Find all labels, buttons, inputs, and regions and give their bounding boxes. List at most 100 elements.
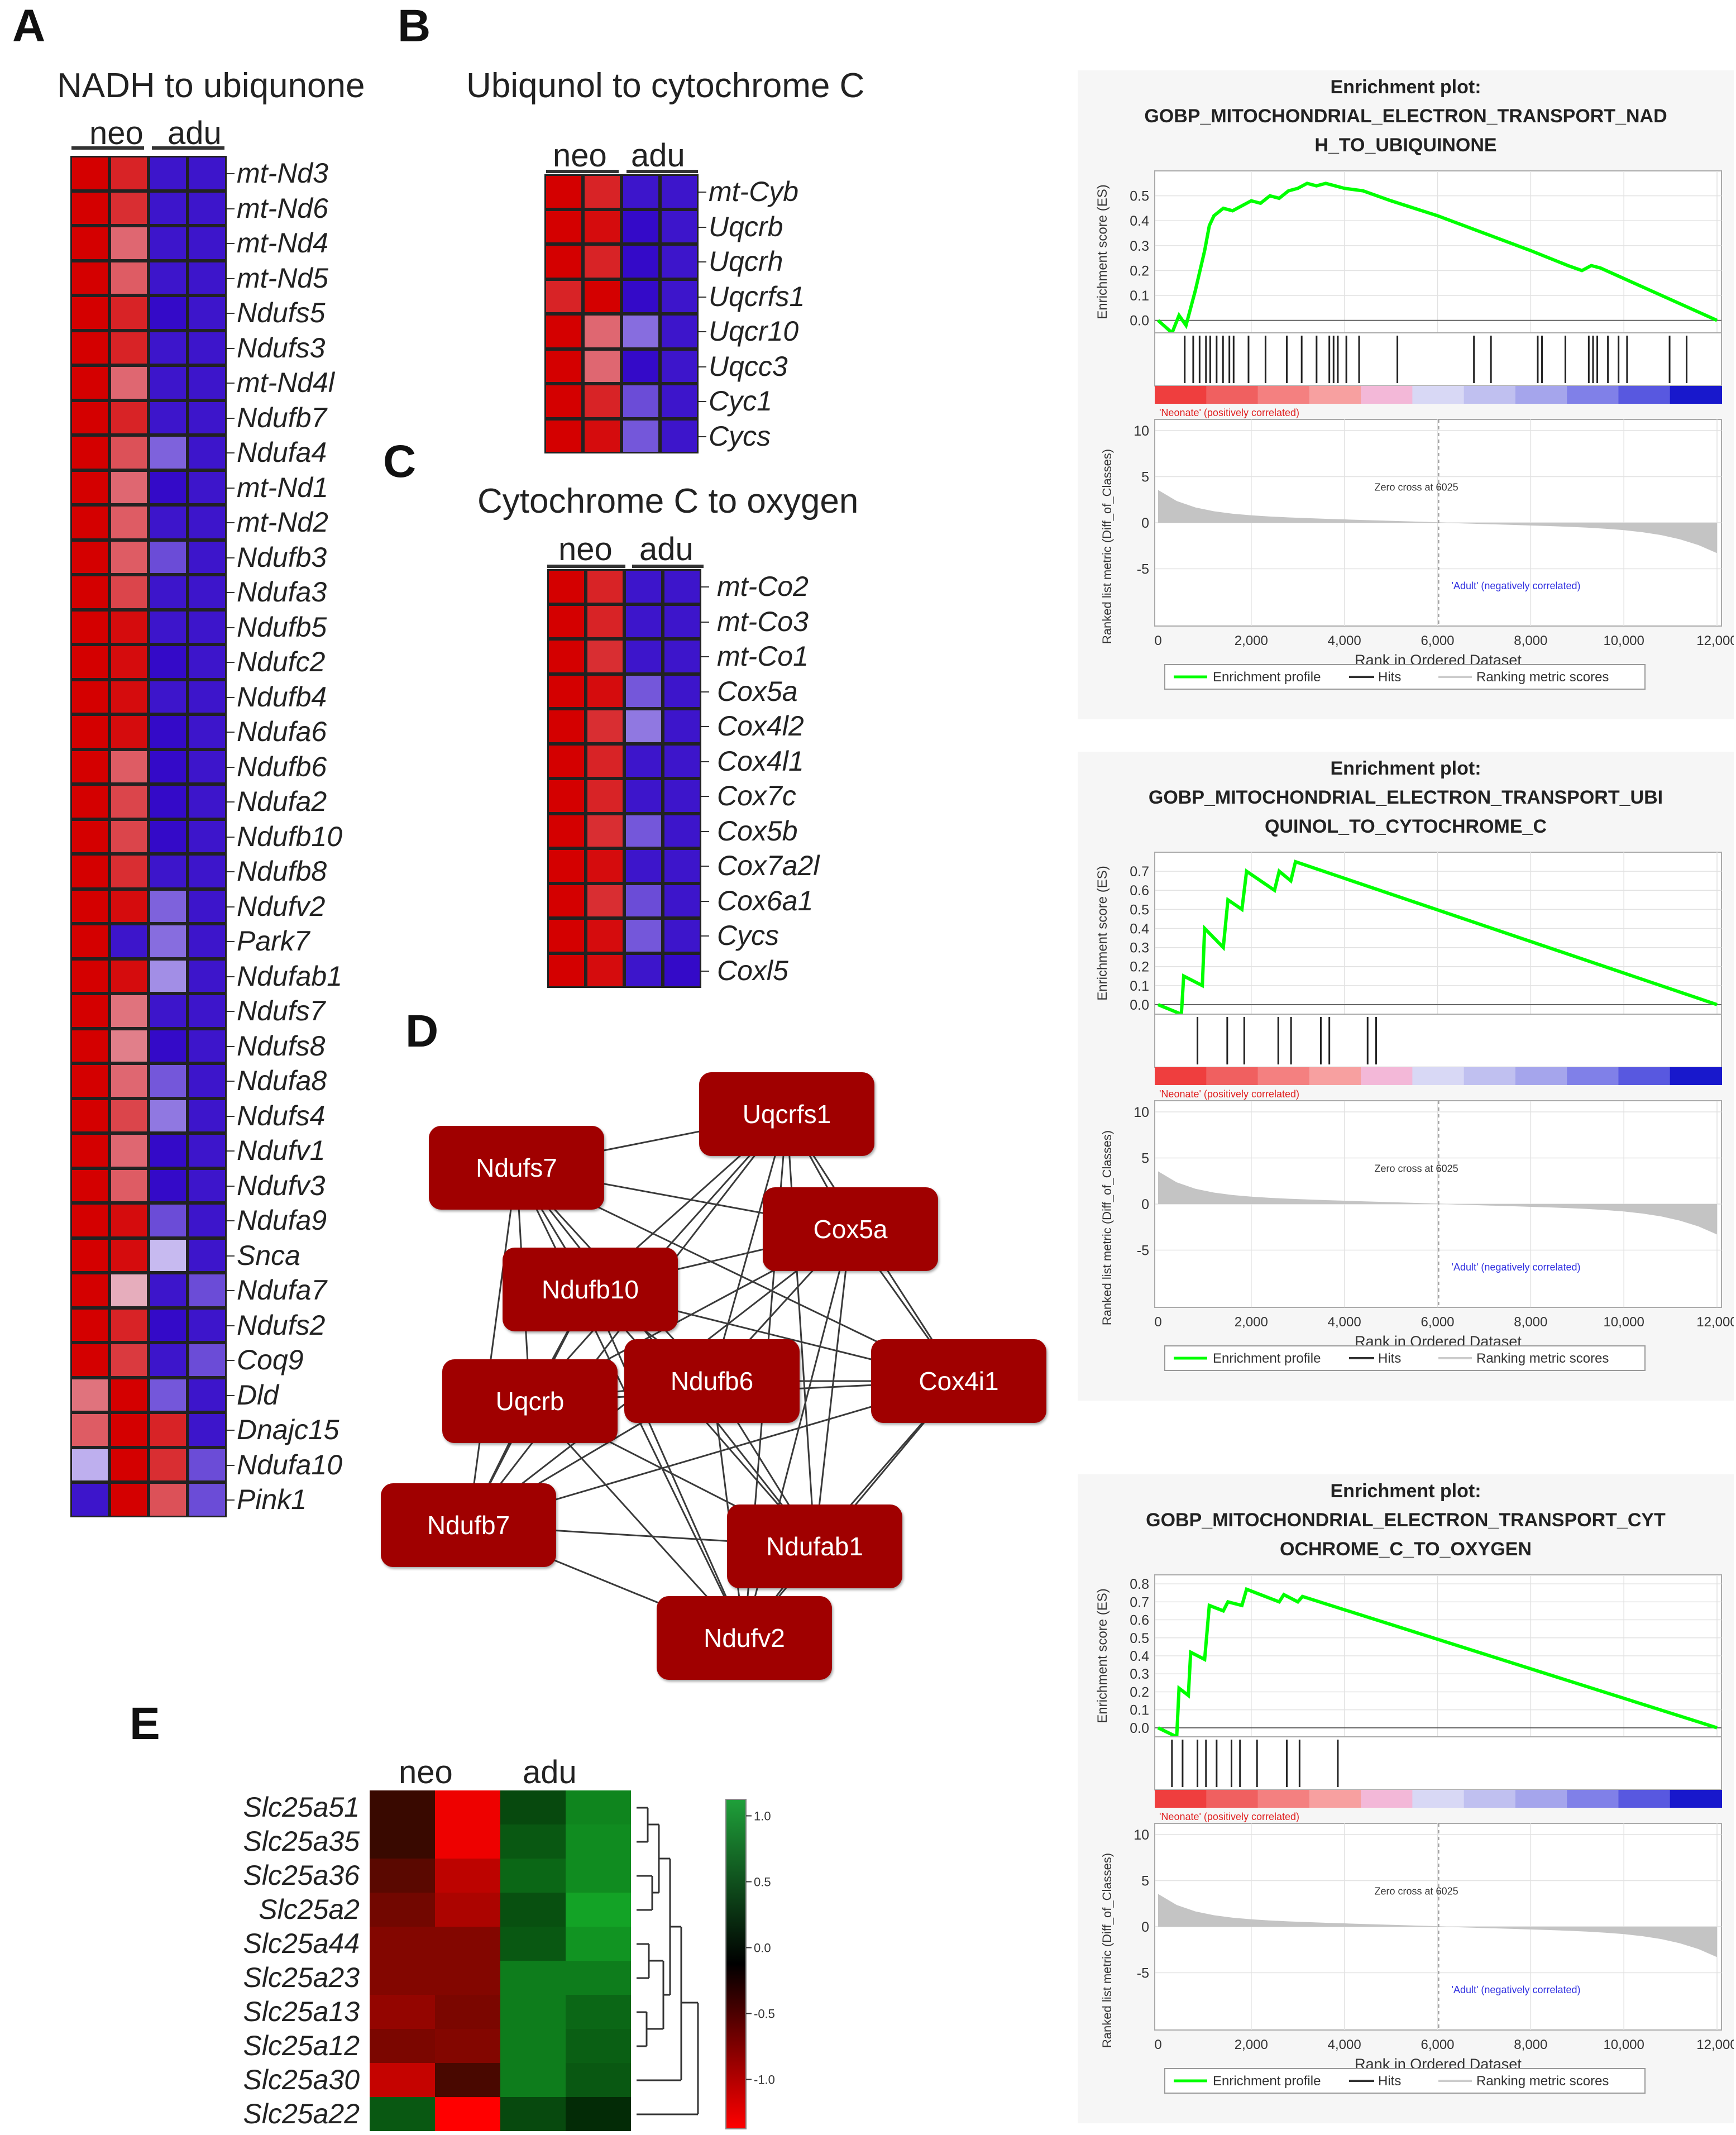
row-tick (227, 1115, 235, 1117)
row-tick (227, 313, 235, 314)
heatmap-cell (149, 1307, 188, 1343)
heatmap-cell (188, 1098, 227, 1133)
node-uqcrfs1[interactable]: Uqcrfs1 (699, 1072, 874, 1156)
es-tick-label: 0.2 (1130, 263, 1149, 279)
heatmap-cell (149, 1447, 188, 1482)
gene-label: mt-Co3 (717, 605, 809, 637)
gene-label: Ndufa3 (237, 576, 327, 608)
gsea-plot-cytochrome: Enrichment plot: GOBP_MITOCHONDRIAL_ELECT… (1078, 1474, 1734, 2123)
heatmap-cell (621, 244, 660, 279)
heatmap-cell (500, 2063, 566, 2097)
metric-tick-label: 0 (1141, 1919, 1149, 1935)
row-tick (699, 401, 706, 403)
hits-area (1154, 1014, 1722, 1068)
gene-label: Slc25a13 (243, 1996, 360, 2027)
row-tick (699, 226, 706, 228)
es-tick-label: 0.5 (1130, 189, 1149, 204)
heatmap-cell (149, 260, 188, 295)
heatmap-cell (583, 348, 621, 384)
legend-box (1164, 2068, 1646, 2094)
heatmap-cell (660, 244, 699, 279)
heatmap-cell (624, 569, 663, 604)
gene-label: Cycs (717, 920, 779, 952)
row-tick (227, 1011, 235, 1012)
row-tick (227, 278, 235, 279)
node-cox5a[interactable]: Cox5a (763, 1187, 938, 1271)
heatmap-cell (149, 1133, 188, 1168)
row-tick (699, 366, 706, 367)
legend-metric: Ranking metric scores (1476, 1351, 1609, 1366)
rank-color-band (1361, 1067, 1413, 1085)
heatmap-cell (109, 330, 149, 365)
metric-axis-label: Ranked list metric (Diff_of_Classes) (1100, 449, 1114, 644)
gene-label: Cycs (709, 420, 771, 452)
rank-color-band (1155, 1067, 1207, 1085)
node-ndufv2[interactable]: Ndufv2 (657, 1596, 832, 1680)
node-ndufs7[interactable]: Ndufs7 (429, 1126, 604, 1210)
legend-hits: Hits (1378, 1351, 1401, 1366)
gene-label: mt-Nd3 (237, 157, 328, 189)
es-tick-label: 0.2 (1130, 959, 1149, 975)
heatmap-cell (149, 1377, 188, 1412)
gene-label: Ndufb6 (237, 751, 327, 782)
heatmap-cell (660, 174, 699, 209)
legend-profile: Enrichment profile (1213, 670, 1321, 685)
row-tick (227, 208, 235, 209)
gene-label: Ndufv2 (237, 890, 326, 922)
node-ndufb6[interactable]: Ndufb6 (624, 1339, 800, 1423)
heatmap-cell (583, 314, 621, 349)
heatmap-cell (70, 505, 109, 540)
rank-color-band (1412, 1067, 1465, 1085)
gene-label: Ndufa6 (237, 716, 327, 748)
rank-color-band (1155, 386, 1207, 404)
row-tick (701, 656, 709, 658)
es-axis-label: Enrichment score (ES) (1095, 1588, 1110, 1723)
heatmap-cell (624, 813, 663, 848)
heatmap-cell (586, 604, 624, 639)
heatmap-cell (149, 575, 188, 610)
heatmap-cell (566, 1995, 631, 2029)
panel-label-d: D (405, 1006, 439, 1057)
node-cox4i1[interactable]: Cox4i1 (871, 1339, 1046, 1423)
node-ndufab1[interactable]: Ndufab1 (727, 1504, 902, 1588)
heatmap-cell (544, 209, 583, 244)
heatmap-cell (663, 569, 701, 604)
gene-label: Ndufa7 (237, 1274, 327, 1306)
gene-label: Ndufv3 (237, 1169, 326, 1201)
heatmap-cell (566, 1961, 631, 1995)
heatmap-cell (70, 295, 109, 331)
gene-label: Uqcr10 (709, 316, 799, 347)
row-tick (227, 1430, 235, 1431)
heatmap-cell (70, 1447, 109, 1482)
gene-label: Slc25a44 (243, 1928, 360, 1959)
x-tick-label: 4,000 (1328, 2037, 1361, 2052)
ranked-metric-area (1158, 490, 1717, 620)
es-tick-label: 0.6 (1130, 883, 1149, 899)
x-tick-label: 12,000 (1696, 1315, 1734, 1330)
panel-c-group-neo: neo (558, 531, 613, 567)
heatmap-cell (109, 1168, 149, 1203)
node-ndufb7[interactable]: Ndufb7 (381, 1483, 556, 1567)
heatmap-cell (586, 953, 624, 988)
gene-label: Slc25a36 (243, 1860, 360, 1891)
es-plot-area (1154, 852, 1722, 1015)
gene-label: Slc25a35 (243, 1826, 360, 1857)
panel-e-group-adu: adu (523, 1754, 577, 1790)
heatmap-cell (566, 2097, 631, 2131)
heatmap-cell (370, 1995, 435, 2029)
heatmap-cell (586, 883, 624, 918)
heatmap-cell (109, 854, 149, 889)
heatmap-cell (547, 883, 586, 918)
heatmap-cell (70, 889, 109, 924)
heatmap-cell (500, 1893, 566, 1927)
heatmap-cell (188, 679, 227, 714)
colorbar-tick-label: 0.0 (754, 1941, 771, 1955)
node-uqcrb[interactable]: Uqcrb (442, 1359, 618, 1443)
network-edge (711, 1381, 745, 1639)
heatmap-cell (188, 1273, 227, 1308)
node-ndufb10[interactable]: Ndufb10 (503, 1248, 678, 1331)
heatmap-cell (547, 674, 586, 709)
heatmap-cell (109, 1273, 149, 1308)
heatmap-cell (663, 883, 701, 918)
heatmap-cell (109, 994, 149, 1029)
